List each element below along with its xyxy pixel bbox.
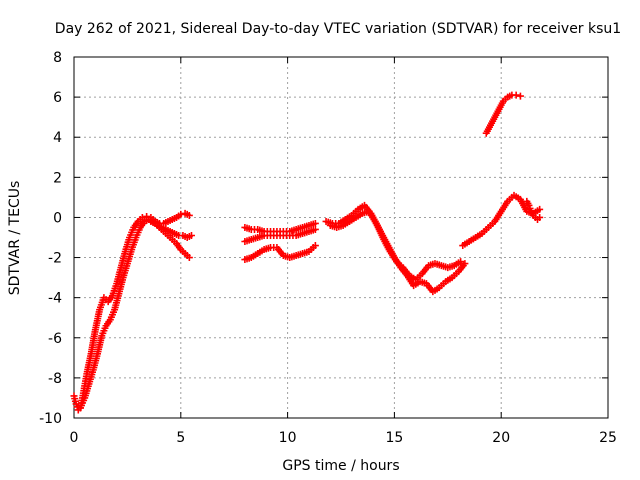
y-tick-label: -6 [48, 331, 62, 347]
x-tick-label: 0 [70, 430, 79, 446]
data-point [461, 260, 469, 268]
x-tick-label: 20 [492, 430, 510, 446]
data-point [185, 254, 193, 262]
chart-title: Day 262 of 2021, Sidereal Day-to-day VTE… [55, 21, 621, 37]
x-tick-label: 5 [176, 430, 185, 446]
x-axis-label: GPS time / hours [282, 458, 399, 474]
series-track-i [459, 191, 544, 250]
y-tick-label: -10 [39, 411, 62, 427]
y-tick-label: 0 [53, 210, 62, 226]
y-tick-label: 6 [53, 90, 62, 106]
data-point [536, 205, 544, 213]
data-point [516, 92, 524, 100]
data-points [70, 91, 544, 414]
y-tick-label: -4 [48, 291, 62, 307]
y-tick-label: 4 [53, 130, 62, 146]
plot-frame [73, 56, 609, 419]
y-tick-label: -8 [48, 371, 62, 387]
data-point [311, 219, 319, 227]
data-point [512, 91, 520, 99]
data-point [536, 213, 544, 221]
data-point [457, 258, 465, 266]
series-track-e [241, 225, 319, 246]
x-tick-label: 10 [279, 430, 297, 446]
x-tick-label: 15 [385, 430, 403, 446]
data-point [185, 211, 193, 219]
y-tick-label: 2 [53, 170, 62, 186]
y-tick-label: 8 [53, 50, 62, 66]
axis-ticks: 0 5 10 15 20 25 -10 -8 -6 -4 -2 0 2 4 6 8 [39, 50, 617, 446]
series-track-c [147, 217, 193, 262]
series-track-f [241, 242, 319, 264]
series-track-g [322, 201, 465, 284]
series-track-h [326, 207, 469, 296]
y-axis-label: SDTVAR / TECUs [7, 181, 23, 296]
x-tick-label: 25 [599, 430, 617, 446]
grid [74, 57, 608, 418]
y-tick-label: -2 [48, 251, 62, 267]
data-point [138, 213, 146, 221]
series-track-j [482, 91, 524, 137]
data-point [187, 231, 195, 239]
data-point [311, 225, 319, 233]
series-track-d [241, 219, 319, 235]
series-track-k [523, 197, 544, 223]
data-point [311, 242, 319, 250]
data-point [177, 210, 185, 218]
